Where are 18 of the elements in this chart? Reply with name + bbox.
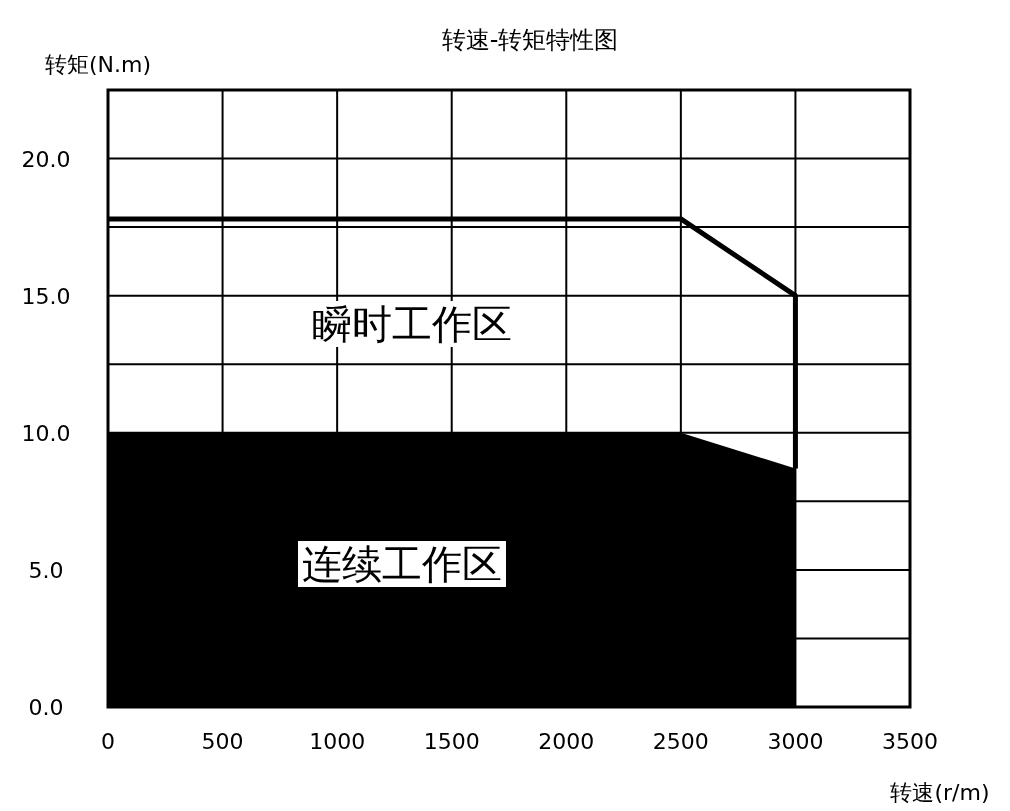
y-tick-label: 20.0	[21, 146, 71, 172]
x-tick-label: 1500	[423, 729, 480, 754]
annotation: 连续工作区	[302, 541, 502, 587]
x-tick-label: 500	[201, 729, 244, 754]
y-tick-label: 0.0	[28, 695, 64, 720]
x-axis-title: 转速(r/m)	[890, 780, 990, 805]
y-tick-label: 10.0	[21, 420, 71, 446]
x-tick-label: 2000	[538, 729, 595, 754]
y-tick-label: 15.0	[21, 283, 71, 309]
y-axis-title: 转矩(N.m)	[44, 52, 152, 77]
x-tick-label: 3500	[882, 729, 938, 754]
x-tick-label: 1000	[309, 729, 366, 754]
chart-title: 转速-转矩特性图	[441, 26, 619, 54]
x-tick-label: 0	[101, 729, 115, 754]
y-tick-label: 5.0	[28, 557, 64, 583]
annotation: 瞬时工作区	[312, 301, 512, 347]
x-tick-label: 3000	[767, 729, 824, 754]
x-tick-label: 2500	[652, 729, 709, 754]
